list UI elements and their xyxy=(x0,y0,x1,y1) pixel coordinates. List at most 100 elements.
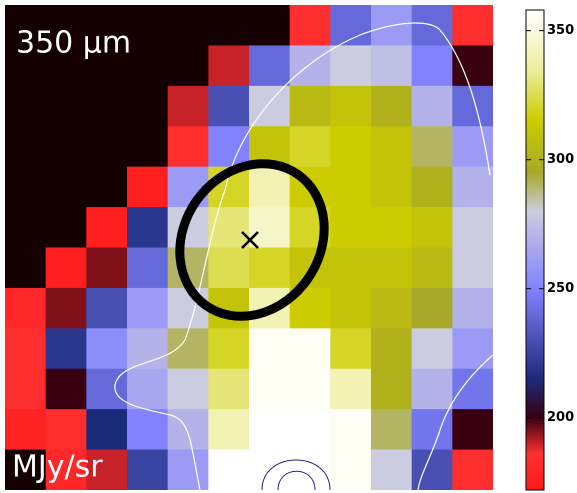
heatmap-cell xyxy=(371,328,413,370)
heatmap-cell xyxy=(5,45,47,87)
heatmap-cell xyxy=(249,409,291,451)
heatmap-cell xyxy=(167,85,209,127)
heatmap-cell xyxy=(86,166,128,208)
heatmap-cell xyxy=(249,45,291,87)
heatmap xyxy=(5,5,493,490)
heatmap-cell xyxy=(371,166,413,208)
heatmap-cell xyxy=(45,126,87,168)
heatmap-cell xyxy=(452,207,493,248)
band-label: 350 μm xyxy=(16,26,131,61)
contour xyxy=(277,470,316,490)
colorbar-tick-label: 200 xyxy=(547,410,574,425)
heatmap-cell xyxy=(371,287,413,329)
heatmap-cell xyxy=(249,368,291,410)
heatmap-cell xyxy=(5,449,47,490)
heatmap-cell xyxy=(452,449,493,490)
heatmap-cell xyxy=(45,45,87,87)
heatmap-cell xyxy=(330,166,372,208)
heatmap-cell xyxy=(127,449,169,490)
heatmap-cell xyxy=(45,207,87,248)
heatmap-cell xyxy=(208,409,250,451)
heatmap-cell xyxy=(330,45,372,87)
heatmap-cell xyxy=(411,328,453,370)
heatmap-cell xyxy=(208,85,250,127)
heatmap-cell xyxy=(289,45,331,87)
heatmap-cell xyxy=(5,328,47,370)
heatmap-cell xyxy=(45,247,87,289)
heatmap-cell xyxy=(208,328,250,370)
heatmap-cell xyxy=(127,207,169,248)
heatmap-cell xyxy=(45,409,87,451)
overlays xyxy=(114,22,493,490)
source-marker xyxy=(241,231,259,249)
heatmap-cell xyxy=(86,287,128,329)
heatmap-cell xyxy=(411,368,453,410)
heatmap-cell xyxy=(330,85,372,127)
heatmap-cell xyxy=(452,409,493,451)
colorbar-tick-label: 300 xyxy=(547,152,574,167)
heatmap-cell xyxy=(167,287,209,329)
heatmap-cell xyxy=(411,126,453,168)
heatmap-cell xyxy=(5,368,47,410)
heatmap-cell xyxy=(452,5,493,46)
heatmap-cell xyxy=(411,45,453,87)
heatmap-cell xyxy=(5,409,47,451)
heatmap-cell xyxy=(86,85,128,127)
heatmap-cell xyxy=(5,287,47,329)
heatmap-cell xyxy=(330,328,372,370)
heatmap-cell xyxy=(127,409,169,451)
heatmap-cell xyxy=(452,247,493,289)
contour xyxy=(114,189,226,490)
heatmap-cell xyxy=(371,247,413,289)
heatmap-cell xyxy=(371,368,413,410)
colorbar-tick-label: 250 xyxy=(547,281,574,296)
heatmap-cell xyxy=(289,328,331,370)
heatmap-cell xyxy=(249,247,291,289)
heatmap-cell xyxy=(5,126,47,168)
contour xyxy=(224,22,441,191)
heatmap-cell xyxy=(330,207,372,248)
heatmap-cell xyxy=(167,5,209,46)
heatmap-cell xyxy=(411,166,453,208)
heatmap-cell xyxy=(208,5,250,46)
heatmap-cell xyxy=(330,368,372,410)
heatmap-cell xyxy=(86,207,128,248)
heatmap-cell xyxy=(330,126,372,168)
contour xyxy=(439,29,491,176)
heatmap-cell xyxy=(249,328,291,370)
heatmap-cell xyxy=(289,368,331,410)
colorbar-ticks: 200 250 300 350 xyxy=(526,23,574,425)
heatmap-cell xyxy=(411,207,453,248)
heatmap-cell xyxy=(452,126,493,168)
contour xyxy=(417,354,493,490)
heatmap-cell xyxy=(45,166,87,208)
heatmap-cell xyxy=(411,449,453,490)
heatmap-cell xyxy=(45,287,87,329)
heatmap-cell xyxy=(371,85,413,127)
unit-label: MJy/sr xyxy=(12,450,103,485)
heatmap-cell xyxy=(127,85,169,127)
heatmap-cell xyxy=(86,45,128,87)
heatmap-cell xyxy=(5,207,47,248)
heatmap-cell xyxy=(167,328,209,370)
heatmap-cell xyxy=(371,126,413,168)
heatmap-cell xyxy=(127,328,169,370)
heatmap-cell xyxy=(208,368,250,410)
heatmap-cell xyxy=(167,126,209,168)
heatmap-cell xyxy=(86,126,128,168)
heatmap-cell xyxy=(45,328,87,370)
heatmap-cell xyxy=(127,5,169,46)
heatmap-cell xyxy=(249,5,291,46)
heatmap-cell xyxy=(330,287,372,329)
heatmap-cell xyxy=(86,449,128,490)
heatmap-cell xyxy=(167,449,209,490)
heatmap-cell xyxy=(411,287,453,329)
heatmap-cell xyxy=(127,45,169,87)
heatmap-cell xyxy=(86,409,128,451)
heatmap-cell xyxy=(45,85,87,127)
heatmap-cell xyxy=(289,85,331,127)
heatmap-cell xyxy=(371,409,413,451)
heatmap-cell xyxy=(330,247,372,289)
heatmap-cell xyxy=(249,207,291,248)
heatmap-cell xyxy=(208,45,250,87)
